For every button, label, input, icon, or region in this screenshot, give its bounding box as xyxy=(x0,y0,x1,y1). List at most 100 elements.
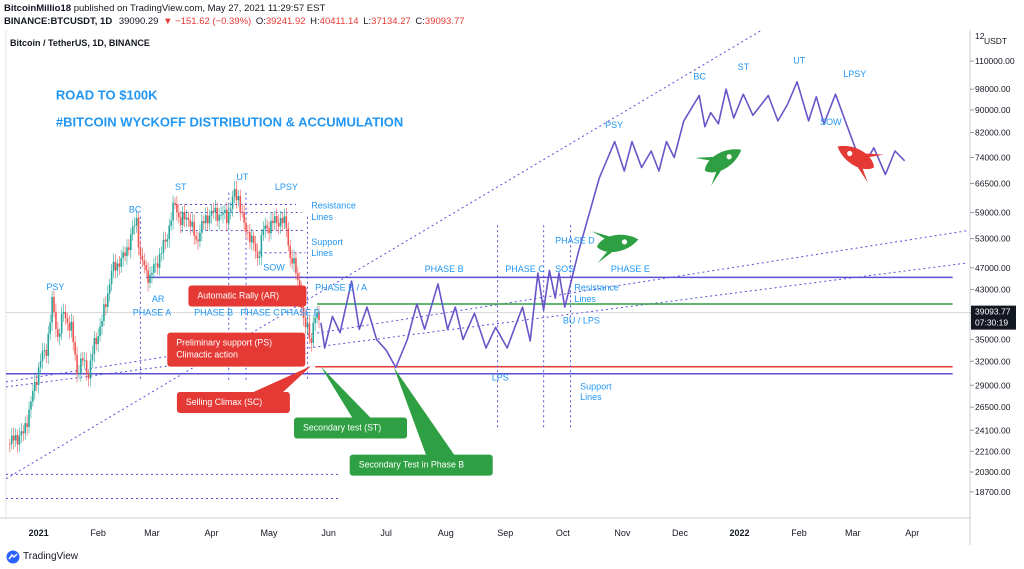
y-tick-label: 29000.00 xyxy=(975,380,1011,390)
candle-body xyxy=(103,304,105,322)
candle-body xyxy=(289,245,291,258)
candle-body xyxy=(87,374,90,379)
tradingview-brand[interactable]: TradingView xyxy=(23,551,79,562)
candle-body xyxy=(51,296,53,323)
price-chart[interactable]: Automatic Rally (AR) Preliminary support … xyxy=(0,0,1024,545)
candle-body xyxy=(199,232,201,242)
candle-body xyxy=(233,189,236,197)
y-tick-label: 26500.00 xyxy=(975,402,1011,412)
candle-body xyxy=(220,214,222,216)
candle-body xyxy=(64,311,67,319)
candle-body xyxy=(174,202,176,204)
candle-body xyxy=(256,251,259,259)
currency-label: USDT xyxy=(984,36,1007,46)
candle-body xyxy=(39,361,42,368)
change-value: ▼ −151.62 (−0.39%) xyxy=(163,16,252,27)
candle-body xyxy=(85,360,88,375)
rocket-fin-bottom xyxy=(597,250,613,263)
candle-body xyxy=(274,216,276,223)
label-sos: SOS xyxy=(555,264,574,274)
candle-body xyxy=(124,252,126,257)
candle-body xyxy=(66,318,69,323)
annotation-text-layer: ROAD TO $100K #BITCOIN WYCKOFF DISTRIBUTI… xyxy=(46,55,866,402)
x-tick-label: Nov xyxy=(614,528,631,538)
author-name[interactable]: BitcoinMillio18 xyxy=(4,3,72,14)
candle-body xyxy=(239,196,242,213)
candle-body xyxy=(250,235,253,243)
rocket-icon xyxy=(592,231,639,263)
candle-body xyxy=(147,270,149,283)
label-lpsy1: LPSY xyxy=(275,182,298,192)
candle-body xyxy=(156,263,159,268)
callout-text: Preliminary support (PS) xyxy=(176,338,272,348)
rocket-icon xyxy=(837,145,884,183)
candle-body xyxy=(164,239,167,242)
label-psy2: PSY xyxy=(605,120,623,130)
tradingview-logo-icon[interactable] xyxy=(6,550,20,564)
callout-box xyxy=(349,454,493,476)
x-tick-label: Mar xyxy=(845,528,861,538)
grid-layer xyxy=(0,30,971,545)
y-tick-label: 74000.00 xyxy=(975,152,1011,162)
candle-body xyxy=(202,221,205,224)
callout-box xyxy=(167,332,306,367)
y-tick-label: 53000.00 xyxy=(975,234,1011,244)
candle-body xyxy=(172,202,174,221)
candle-body xyxy=(82,358,84,361)
candle-body xyxy=(126,247,128,257)
y-tick-label: 24100.00 xyxy=(975,425,1011,435)
open-value: 39241.92 xyxy=(265,16,306,27)
rocket-fin-bottom xyxy=(865,153,884,158)
candle-body xyxy=(91,354,94,361)
last-price-countdown: 07:30:19 xyxy=(975,318,1008,328)
candle-body xyxy=(287,228,290,246)
label-sup1b: Lines xyxy=(311,248,333,258)
candle-body xyxy=(110,270,113,285)
candle-body xyxy=(137,217,140,248)
candle-body xyxy=(143,260,146,266)
candle-body xyxy=(26,423,28,428)
callout-text: Secondary Test in Phase B xyxy=(359,460,465,470)
candle-body xyxy=(166,239,169,242)
rocket-fin-top xyxy=(695,156,714,161)
y-tick-label: 43000.00 xyxy=(975,284,1011,294)
x-tick-label: Oct xyxy=(556,528,571,538)
close-value: 39093.77 xyxy=(424,16,465,27)
candle-body xyxy=(283,216,286,224)
candle-body xyxy=(189,220,192,227)
drawing-lines-layer xyxy=(5,29,970,500)
footer-bar: TradingView xyxy=(0,545,1024,569)
candle-body xyxy=(252,235,255,244)
candle-body xyxy=(291,257,293,264)
label-ar: AR xyxy=(152,294,165,304)
candle-body xyxy=(34,382,36,391)
callout-box xyxy=(294,417,408,439)
x-tick-label: Feb xyxy=(90,528,106,538)
trendline-0 xyxy=(5,262,969,388)
trendline-2 xyxy=(5,230,969,383)
publish-info: published on TradingView.com, May 27, 20… xyxy=(73,3,326,14)
candle-body xyxy=(99,326,101,337)
publish-line: BitcoinMillio18 published on TradingView… xyxy=(4,3,325,14)
candle-body xyxy=(318,312,320,320)
candle-body xyxy=(191,221,194,227)
callout-text: Selling Climax (SC) xyxy=(186,397,262,407)
y-tick-label: 20300.00 xyxy=(975,467,1011,477)
candle-body xyxy=(32,390,34,402)
callout-pointer xyxy=(320,366,385,432)
y-tick-label: 47000.00 xyxy=(975,263,1011,273)
candle-body xyxy=(141,255,144,261)
label-ph_a1: PHASE A xyxy=(133,308,172,318)
candle-body xyxy=(55,312,57,330)
candle-body xyxy=(112,261,115,271)
candle-body xyxy=(247,231,249,233)
candle-body xyxy=(68,322,71,331)
label-ut1: UT xyxy=(236,172,248,182)
label-ph_d2: PHASE D xyxy=(555,235,595,245)
candle-body xyxy=(258,256,261,259)
candle-body xyxy=(105,304,107,307)
candle-body xyxy=(206,215,209,224)
label-ph_c2: PHASE C xyxy=(505,264,545,274)
candle-body xyxy=(235,189,238,201)
y-tick-label: 18700.00 xyxy=(975,487,1011,497)
